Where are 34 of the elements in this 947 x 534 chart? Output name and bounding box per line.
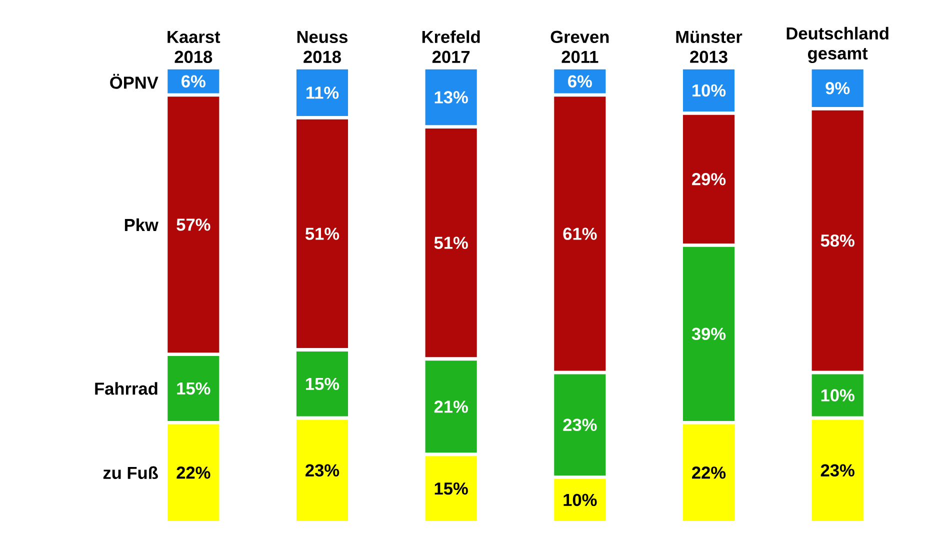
data-label: 15%	[434, 482, 468, 495]
data-label: 57%	[176, 218, 210, 231]
series-label: ÖPNV	[110, 74, 158, 89]
data-label: 51%	[305, 228, 340, 240]
data-label: 23%	[563, 418, 597, 431]
x-tick-label: Münster 2013	[676, 30, 742, 63]
data-label: 61%	[563, 227, 597, 240]
data-label: 39%	[692, 328, 726, 340]
data-label: 15%	[306, 378, 340, 390]
data-label: 10%	[821, 389, 854, 402]
data-label: 23%	[306, 464, 340, 476]
series-label: Pkw	[124, 218, 158, 231]
data-label: 10%	[692, 84, 726, 96]
data-label: 29%	[692, 172, 726, 186]
data-label: 21%	[434, 400, 468, 413]
data-label: 6%	[182, 75, 206, 88]
data-label: 58%	[820, 234, 854, 247]
series-label: zu Fuß	[103, 466, 158, 479]
x-tick-label: Deutschland gesamt	[786, 26, 888, 63]
data-label: 11%	[306, 86, 339, 99]
data-label: 15%	[177, 382, 210, 394]
data-label: 10%	[564, 494, 597, 506]
data-label: 23%	[820, 464, 854, 476]
data-label: 9%	[826, 82, 850, 94]
data-label: 6%	[568, 75, 592, 88]
x-tick-label: Greven 2011	[550, 30, 609, 63]
data-label: 13%	[434, 90, 468, 104]
data-label: 51%	[434, 236, 468, 249]
x-tick-label: Neuss 2018	[297, 30, 348, 63]
series-label: Fahrrad	[95, 382, 158, 395]
data-label: 22%	[176, 466, 210, 479]
data-label: 22%	[692, 466, 726, 479]
x-tick-label: Kaarst 2018	[168, 30, 220, 63]
x-tick-label: Krefeld 2017	[422, 30, 480, 63]
